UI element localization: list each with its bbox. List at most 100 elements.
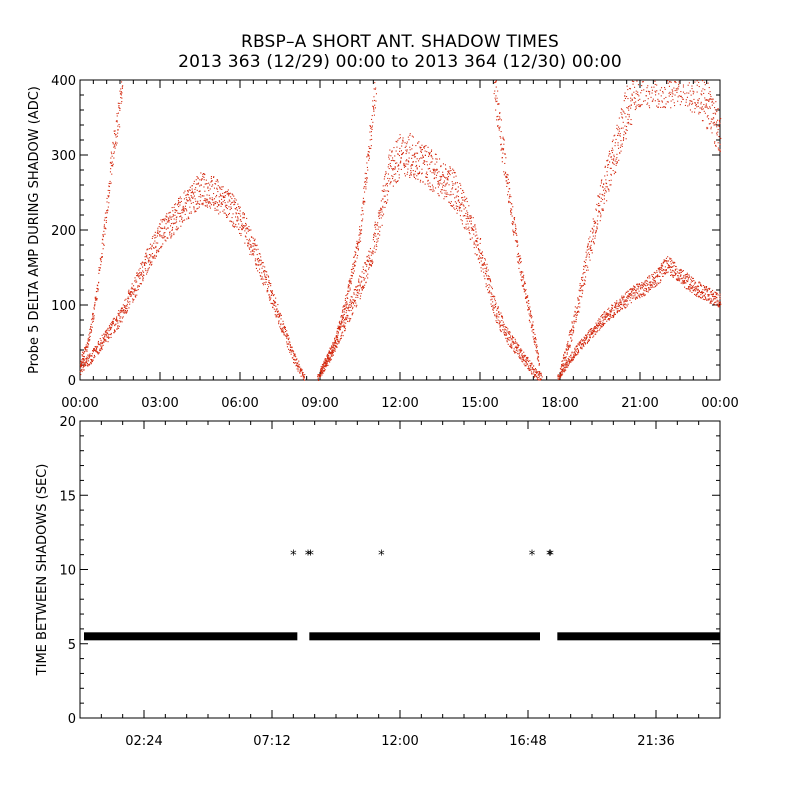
amp-point xyxy=(656,271,658,273)
amp-point xyxy=(560,366,562,368)
amp-point xyxy=(255,267,257,269)
amp-point xyxy=(225,204,227,206)
amp-point xyxy=(647,85,649,87)
amp-point xyxy=(357,247,359,249)
amp-point xyxy=(106,330,108,332)
amp-point xyxy=(339,327,341,329)
amp-point xyxy=(677,275,679,277)
amp-point xyxy=(515,345,517,347)
amp-point xyxy=(562,368,564,370)
amp-point xyxy=(620,150,622,152)
amp-point xyxy=(519,271,521,273)
amp-point xyxy=(637,93,639,95)
amp-point xyxy=(512,221,514,223)
amp-point xyxy=(90,363,92,365)
amp-point xyxy=(361,207,363,209)
plot1-y-tick-label: 400 xyxy=(51,74,76,89)
amp-point xyxy=(580,286,582,288)
amp-point xyxy=(92,312,94,314)
amp-point xyxy=(125,312,127,314)
amp-point xyxy=(692,277,694,279)
amp-point xyxy=(425,176,427,178)
amp-point xyxy=(294,355,296,357)
amp-point xyxy=(520,257,522,259)
amp-point xyxy=(563,354,565,356)
amp-point xyxy=(350,304,352,306)
amp-point xyxy=(650,281,652,283)
amp-point xyxy=(680,91,682,93)
amp-point xyxy=(567,346,569,348)
amp-point xyxy=(411,154,413,156)
amp-point xyxy=(183,192,185,194)
amp-point xyxy=(422,156,424,158)
amp-point xyxy=(293,353,295,355)
amp-point xyxy=(626,300,628,302)
amp-point xyxy=(331,347,333,349)
amp-point xyxy=(601,316,603,318)
amp-point xyxy=(562,373,564,375)
amp-point xyxy=(521,356,523,358)
amp-point xyxy=(626,305,628,307)
amp-point xyxy=(589,259,591,261)
amp-point xyxy=(630,288,632,290)
amp-point xyxy=(641,104,643,106)
amp-point xyxy=(96,351,98,353)
amp-point xyxy=(565,364,567,366)
amp-point xyxy=(630,100,632,102)
amp-point xyxy=(157,242,159,244)
amp-point xyxy=(695,294,697,296)
amp-point xyxy=(425,176,427,178)
amp-point xyxy=(526,359,528,361)
amp-point xyxy=(719,298,721,300)
amp-point xyxy=(485,268,487,270)
amp-point xyxy=(421,157,423,159)
amp-point xyxy=(261,267,263,269)
amp-point xyxy=(275,305,277,307)
amp-point xyxy=(476,241,478,243)
amp-point xyxy=(611,150,613,152)
amp-point xyxy=(264,276,266,278)
amp-point xyxy=(670,266,672,268)
amp-point xyxy=(698,286,700,288)
amp-point xyxy=(709,291,711,293)
amp-point xyxy=(565,359,567,361)
amp-point xyxy=(349,279,351,281)
amp-point xyxy=(465,212,467,214)
amp-point xyxy=(630,123,632,125)
amp-point xyxy=(479,249,481,251)
amp-point xyxy=(393,147,395,149)
amp-point xyxy=(90,326,92,328)
amp-point xyxy=(245,236,247,238)
amp-point xyxy=(386,185,388,187)
amp-point xyxy=(586,253,588,255)
amp-point xyxy=(232,225,234,227)
amp-point xyxy=(606,316,608,318)
amp-point xyxy=(192,202,194,204)
amp-point xyxy=(135,279,137,281)
amp-point xyxy=(636,284,638,286)
amp-point xyxy=(559,376,561,378)
amp-point xyxy=(350,306,352,308)
amp-point xyxy=(208,182,210,184)
amp-point xyxy=(518,344,520,346)
amp-point xyxy=(196,203,198,205)
amp-point xyxy=(203,186,205,188)
amp-point xyxy=(610,311,612,313)
amp-point xyxy=(661,269,663,271)
amp-point xyxy=(530,327,532,329)
amp-point xyxy=(635,90,637,92)
amp-point xyxy=(214,207,216,209)
amp-point xyxy=(343,311,345,313)
amp-point xyxy=(706,288,708,290)
amp-point xyxy=(102,234,104,236)
amp-point xyxy=(626,85,628,87)
amp-point xyxy=(710,301,712,303)
amp-point xyxy=(250,246,252,248)
amp-point xyxy=(359,283,361,285)
amp-point xyxy=(678,277,680,279)
amp-point xyxy=(509,339,511,341)
amp-point xyxy=(533,365,535,367)
amp-point xyxy=(158,231,160,233)
amp-point xyxy=(219,186,221,188)
amp-point xyxy=(536,372,538,374)
